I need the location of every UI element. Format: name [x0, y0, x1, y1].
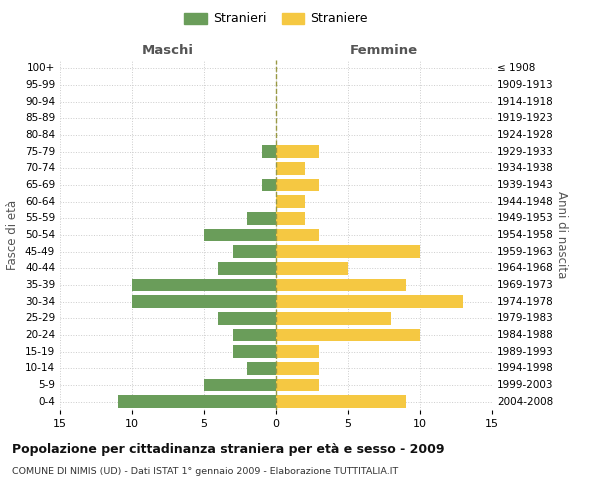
Bar: [262, 146, 276, 158]
Text: Femmine: Femmine: [350, 44, 418, 57]
Bar: [204, 379, 276, 391]
Bar: [247, 212, 276, 224]
Bar: [276, 312, 391, 324]
Y-axis label: Anni di nascita: Anni di nascita: [554, 192, 568, 278]
Bar: [132, 279, 276, 291]
Bar: [276, 162, 305, 174]
Bar: [262, 179, 276, 192]
Bar: [276, 246, 420, 258]
Legend: Stranieri, Straniere: Stranieri, Straniere: [181, 8, 371, 29]
Bar: [276, 346, 319, 358]
Bar: [233, 346, 276, 358]
Bar: [218, 312, 276, 324]
Bar: [233, 246, 276, 258]
Bar: [276, 329, 420, 341]
Bar: [276, 262, 348, 274]
Text: Popolazione per cittadinanza straniera per età e sesso - 2009: Popolazione per cittadinanza straniera p…: [12, 442, 445, 456]
Text: Maschi: Maschi: [142, 44, 194, 57]
Bar: [233, 329, 276, 341]
Bar: [276, 279, 406, 291]
Bar: [276, 229, 319, 241]
Bar: [276, 196, 305, 208]
Bar: [276, 296, 463, 308]
Bar: [276, 179, 319, 192]
Bar: [218, 262, 276, 274]
Bar: [247, 362, 276, 374]
Y-axis label: Fasce di età: Fasce di età: [7, 200, 19, 270]
Text: COMUNE DI NIMIS (UD) - Dati ISTAT 1° gennaio 2009 - Elaborazione TUTTITALIA.IT: COMUNE DI NIMIS (UD) - Dati ISTAT 1° gen…: [12, 468, 398, 476]
Bar: [276, 146, 319, 158]
Bar: [276, 212, 305, 224]
Bar: [276, 362, 319, 374]
Bar: [276, 396, 406, 408]
Bar: [204, 229, 276, 241]
Bar: [132, 296, 276, 308]
Bar: [276, 379, 319, 391]
Bar: [118, 396, 276, 408]
